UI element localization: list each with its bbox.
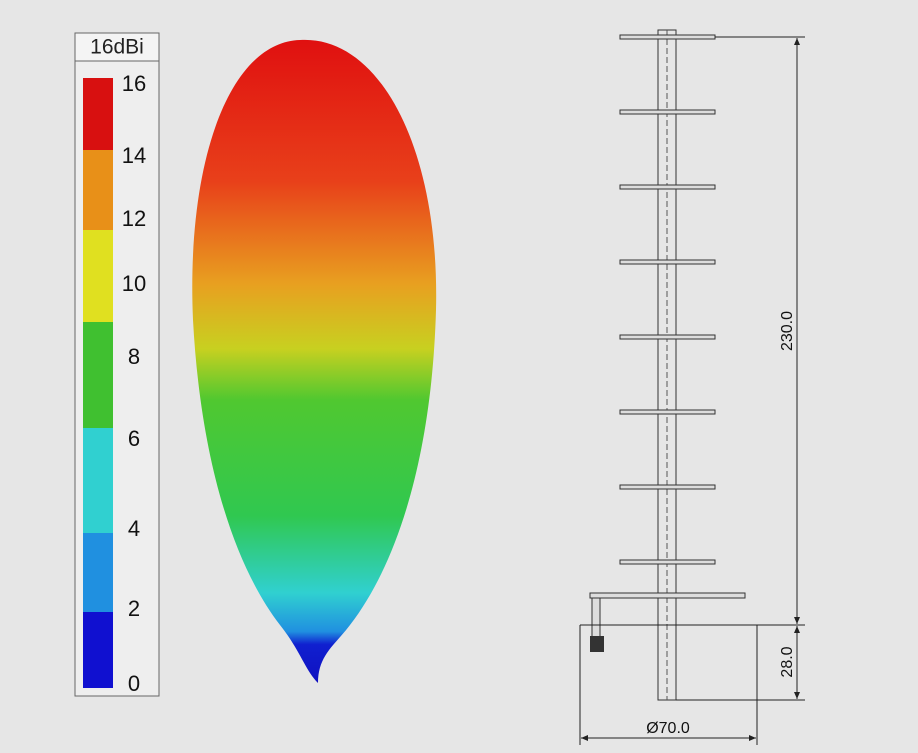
radiation-pattern — [192, 39, 437, 683]
legend-label: 12 — [122, 206, 146, 231]
legend-label: 16 — [122, 71, 146, 96]
director — [619, 184, 716, 190]
diameter-dimension: Ø70.0 — [646, 720, 690, 737]
color-band — [83, 230, 113, 322]
director — [619, 559, 716, 565]
director — [619, 34, 716, 40]
legend-label: 8 — [128, 344, 140, 369]
color-band — [83, 428, 113, 533]
director — [619, 259, 716, 265]
director — [619, 409, 716, 415]
driven-element — [589, 592, 746, 599]
legend-title-box — [74, 32, 160, 62]
elements — [619, 34, 716, 565]
legend-label: 4 — [128, 516, 140, 541]
color-band — [83, 78, 113, 150]
legend-label: 0 — [128, 671, 140, 696]
color-band — [83, 533, 113, 612]
legend-label: 14 — [122, 143, 146, 168]
legend-label: 2 — [128, 596, 140, 621]
director — [619, 109, 716, 115]
legend-label: 10 — [122, 271, 146, 296]
height-dimension: 230.0 — [779, 311, 796, 351]
color-band — [83, 150, 113, 230]
color-band — [83, 612, 113, 688]
legend-labels: 16 14 12 10 8 6 4 2 0 — [122, 71, 146, 696]
color-band — [83, 322, 113, 428]
legend-title: 16dBi — [90, 36, 144, 59]
director — [619, 334, 716, 340]
color-scale — [83, 78, 113, 688]
antenna-drawing — [579, 29, 805, 745]
connector — [590, 636, 604, 652]
director — [619, 484, 716, 490]
base-dimension: 28.0 — [779, 646, 796, 677]
legend-label: 6 — [128, 426, 140, 451]
